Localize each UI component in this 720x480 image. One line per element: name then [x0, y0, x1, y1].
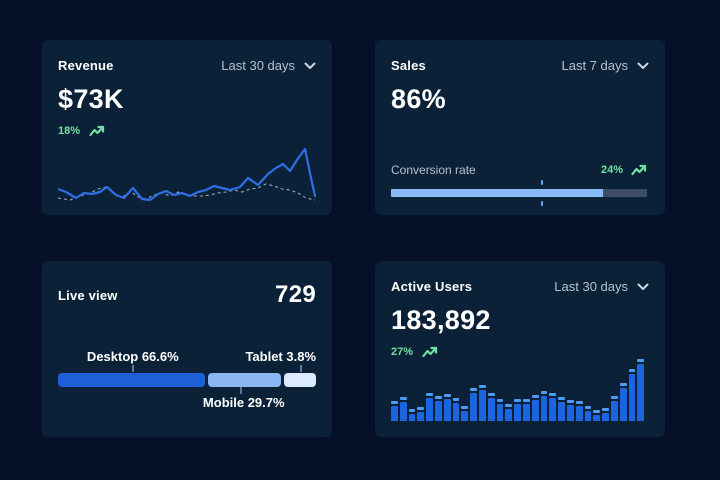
- trending-up-icon: [631, 164, 647, 176]
- conversion-progress-fill: [391, 189, 604, 197]
- active-users-delta: 27%: [391, 346, 414, 358]
- bar: [470, 388, 477, 421]
- bar: [514, 399, 521, 421]
- sales-card: Sales Last 7 days 86% Conversion rate 24…: [375, 40, 665, 215]
- conversion-block: Conversion rate 24%: [391, 163, 647, 206]
- bar: [619, 383, 627, 421]
- bar: [505, 404, 513, 421]
- sales-card-title: Sales: [391, 58, 426, 73]
- bar: [434, 396, 442, 421]
- device-split-bar: [58, 373, 316, 387]
- chevron-down-icon: [637, 283, 649, 291]
- conversion-rate-label: Conversion rate: [391, 163, 476, 177]
- bar: [531, 395, 539, 421]
- bar: [399, 397, 407, 421]
- bar: [443, 394, 451, 421]
- bar: [417, 407, 425, 421]
- live-view-card: Live view 729 Desktop 66.6% Tablet 3.8% …: [42, 261, 332, 437]
- bar: [391, 401, 398, 421]
- active-users-range-label: Last 30 days: [554, 279, 628, 294]
- mobile-tick: [240, 387, 243, 394]
- tablet-tick: [299, 365, 302, 372]
- bar: [496, 399, 504, 421]
- revenue-card-title: Revenue: [58, 58, 114, 73]
- revenue-line-chart: [58, 145, 316, 203]
- bar: [549, 393, 557, 421]
- revenue-value: $73K: [58, 84, 124, 114]
- trending-up-icon: [422, 346, 438, 358]
- revenue-range-select[interactable]: Last 30 days: [221, 58, 316, 73]
- bar: [628, 369, 636, 421]
- active-users-card: Active Users Last 30 days 183,892 27%: [375, 261, 665, 437]
- bar: [575, 401, 583, 421]
- bar: [426, 393, 433, 421]
- desktop-tick: [131, 365, 134, 372]
- revenue-range-label: Last 30 days: [221, 58, 295, 73]
- bar: [487, 393, 495, 421]
- bar: [584, 406, 592, 421]
- bar: [461, 406, 469, 421]
- sales-range-label: Last 7 days: [561, 58, 629, 73]
- chevron-down-icon: [637, 62, 649, 70]
- bar: [610, 396, 618, 421]
- segment-mobile: [207, 373, 281, 387]
- segment-tablet: [283, 373, 316, 387]
- conversion-progress-track: [391, 189, 647, 197]
- bar: [408, 409, 416, 421]
- revenue-delta: 18%: [58, 125, 81, 137]
- bar: [558, 397, 565, 421]
- device-split-chart: Desktop 66.6% Tablet 3.8% Mobile 29.7%: [58, 349, 316, 421]
- mobile-segment-label: Mobile 29.7%: [202, 395, 285, 410]
- bar: [522, 399, 530, 421]
- bar: [452, 398, 460, 421]
- active-users-value: 183,892: [391, 305, 491, 335]
- bar: [593, 410, 601, 421]
- bar: [540, 391, 548, 421]
- segment-desktop: [58, 373, 205, 387]
- bar: [478, 385, 486, 421]
- progress-marker: [541, 201, 544, 206]
- chevron-down-icon: [304, 62, 316, 70]
- tablet-segment-label: Tablet 3.8%: [245, 349, 316, 364]
- sales-range-select[interactable]: Last 7 days: [562, 58, 650, 73]
- active-users-bar-chart: [391, 357, 649, 421]
- bar: [566, 400, 574, 421]
- revenue-line-current: [58, 147, 316, 202]
- desktop-segment-label: Desktop 66.6%: [86, 349, 179, 364]
- bar: [602, 408, 609, 421]
- active-users-card-title: Active Users: [391, 279, 473, 294]
- conversion-delta: 24%: [600, 164, 623, 176]
- bar: [637, 359, 645, 421]
- sales-value: 86%: [391, 84, 446, 114]
- revenue-card: Revenue Last 30 days $73K 18%: [42, 40, 332, 215]
- progress-marker: [541, 180, 544, 185]
- live-view-value: 729: [275, 281, 316, 308]
- live-view-card-title: Live view: [58, 287, 118, 303]
- trending-up-icon: [89, 125, 105, 137]
- active-users-range-select[interactable]: Last 30 days: [554, 279, 649, 294]
